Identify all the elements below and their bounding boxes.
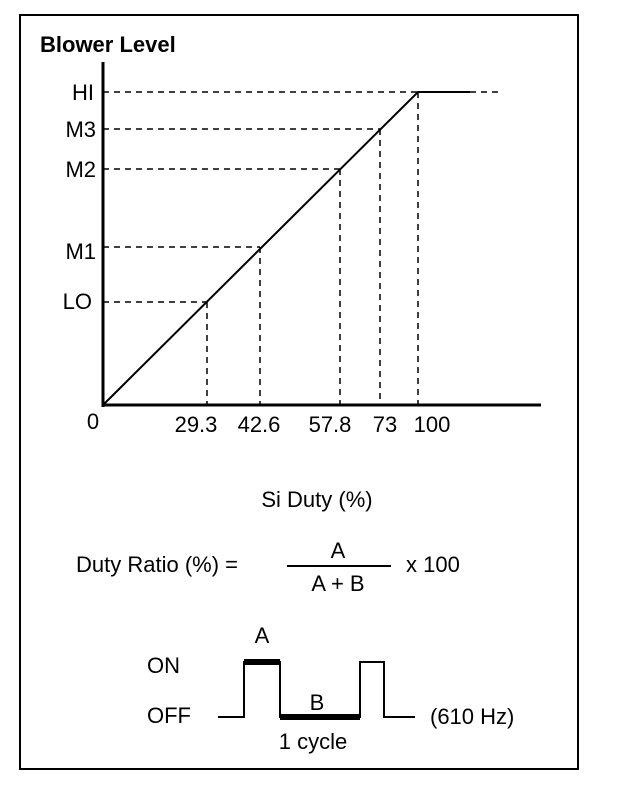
x-tick-label-29-3: 29.3 [175, 412, 218, 437]
on-label: ON [147, 653, 180, 678]
frequency-label: (610 Hz) [430, 704, 514, 729]
b-label: B [310, 690, 325, 715]
formula-lhs: Duty Ratio (%) = [76, 552, 238, 577]
formula-numerator: A [331, 538, 346, 563]
off-label: OFF [147, 703, 191, 728]
x-tick-label-73: 73 [373, 412, 397, 437]
diagram-frame [19, 14, 579, 770]
level-label-m1: M1 [65, 239, 96, 264]
duty-response-line [102, 91, 470, 406]
level-label-m2: M2 [65, 157, 96, 182]
formula-multiplier: x 100 [406, 552, 460, 577]
formula-denominator: A + B [311, 571, 364, 596]
x-tick-label-42-6: 42.6 [238, 412, 281, 437]
origin-label: 0 [87, 409, 99, 434]
x-tick-label-57-8: 57.8 [309, 412, 352, 437]
level-label-lo: LO [63, 289, 92, 314]
cycle-label: 1 cycle [279, 729, 347, 754]
x-axis-title: Si Duty (%) [261, 487, 372, 512]
level-label-hi: HI [72, 80, 94, 105]
a-label: A [255, 623, 270, 648]
chart-title: Blower Level [40, 32, 176, 57]
x-tick-label-100: 100 [414, 412, 451, 437]
level-label-m3: M3 [65, 117, 96, 142]
